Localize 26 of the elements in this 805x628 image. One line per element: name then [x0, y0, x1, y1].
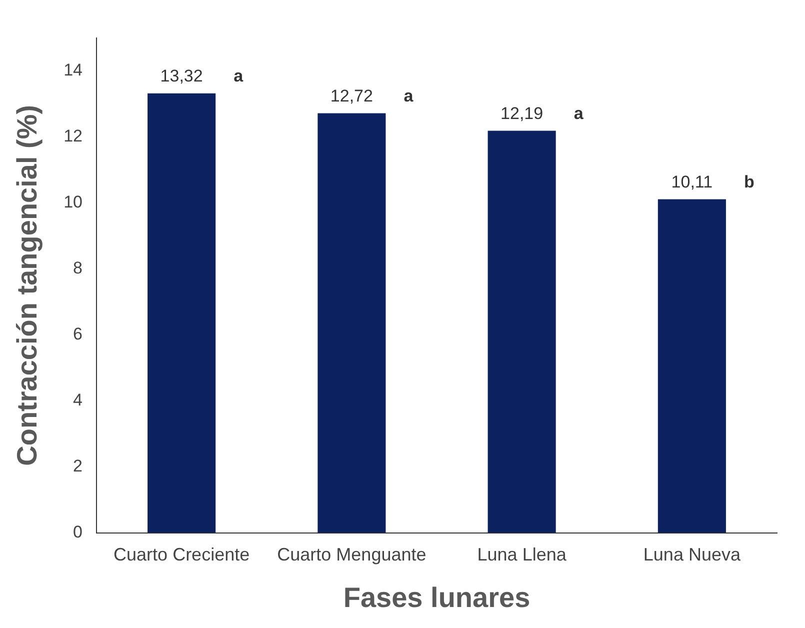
y-tick-label: 0: [73, 522, 83, 542]
y-tick-label: 2: [73, 456, 83, 476]
y-tick-label: 4: [73, 390, 83, 410]
y-axis-title: Contracción tangencial (%): [12, 104, 43, 466]
bar: [148, 93, 216, 533]
data-label: 12,72: [330, 86, 373, 106]
bar: [658, 199, 726, 533]
data-label: 10,11: [671, 172, 713, 192]
x-tick-label: Cuarto Menguante: [277, 544, 426, 565]
data-label: 12,19: [500, 104, 544, 123]
y-tick-label: 8: [73, 258, 83, 278]
annotation: b: [744, 172, 754, 192]
annotation: a: [574, 104, 584, 123]
bar: [318, 113, 386, 533]
annotation: a: [404, 86, 414, 106]
x-tick-label: Luna Llena: [477, 544, 568, 565]
x-tick-label: Cuarto Creciente: [114, 544, 250, 565]
x-axis-title: Fases lunares: [343, 582, 530, 613]
y-tick-label: 14: [64, 60, 83, 80]
y-tick-label: 12: [64, 126, 83, 146]
y-tick-label: 6: [73, 324, 83, 344]
y-tick-label: 10: [64, 192, 83, 212]
data-label: 13,32: [160, 66, 203, 86]
x-tick-label: Luna Nueva: [643, 544, 742, 565]
bar: [488, 130, 556, 533]
annotation: a: [234, 66, 244, 86]
